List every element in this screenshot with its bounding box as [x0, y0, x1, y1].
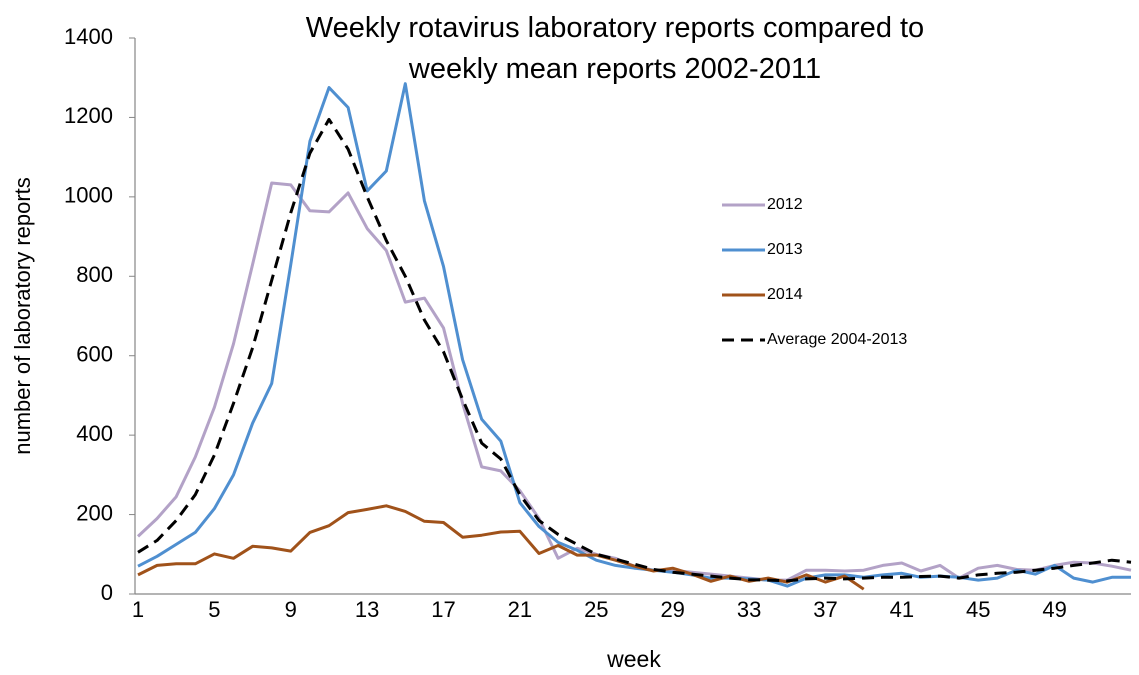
- y-tick-label: 200: [76, 500, 113, 525]
- x-tick-label: 33: [737, 597, 761, 622]
- y-tick-label: 0: [101, 580, 113, 605]
- y-tick-label: 800: [76, 262, 113, 287]
- series-line: [136, 181, 1132, 582]
- y-tick-label: 600: [76, 342, 113, 367]
- y-tick-label: 1200: [64, 103, 113, 128]
- x-axis-label: week: [606, 646, 661, 672]
- y-tick-label: 1400: [64, 24, 113, 49]
- y-tick-label: 1000: [64, 183, 113, 208]
- legend-label: 2012: [767, 196, 803, 213]
- x-tick-label: 41: [890, 597, 914, 622]
- x-tick-label: 25: [584, 597, 608, 622]
- legend-label: 2014: [767, 286, 803, 303]
- legend-label: Average 2004-2013: [767, 331, 907, 348]
- y-tick-label: 400: [76, 421, 113, 446]
- x-tick-label: 9: [285, 597, 297, 622]
- series-line: [137, 117, 1132, 583]
- y-axis-label: number of laboratory reports: [10, 177, 35, 455]
- legend-label: 2013: [767, 241, 803, 258]
- chart-title: Weekly rotavirus laboratory reports comp…: [305, 12, 925, 85]
- x-tick-label: 29: [660, 597, 684, 622]
- x-tick-label: 21: [508, 597, 532, 622]
- x-tick-label: 17: [431, 597, 455, 622]
- x-tick-label: 5: [208, 597, 220, 622]
- x-tick-label: 1: [132, 597, 144, 622]
- series-line: [137, 504, 865, 591]
- x-tick-label: 37: [813, 597, 837, 622]
- x-tick-label: 45: [966, 597, 990, 622]
- series-line: [137, 82, 1131, 588]
- x-tick-label: 49: [1042, 597, 1066, 622]
- x-tick-label: 13: [355, 597, 379, 622]
